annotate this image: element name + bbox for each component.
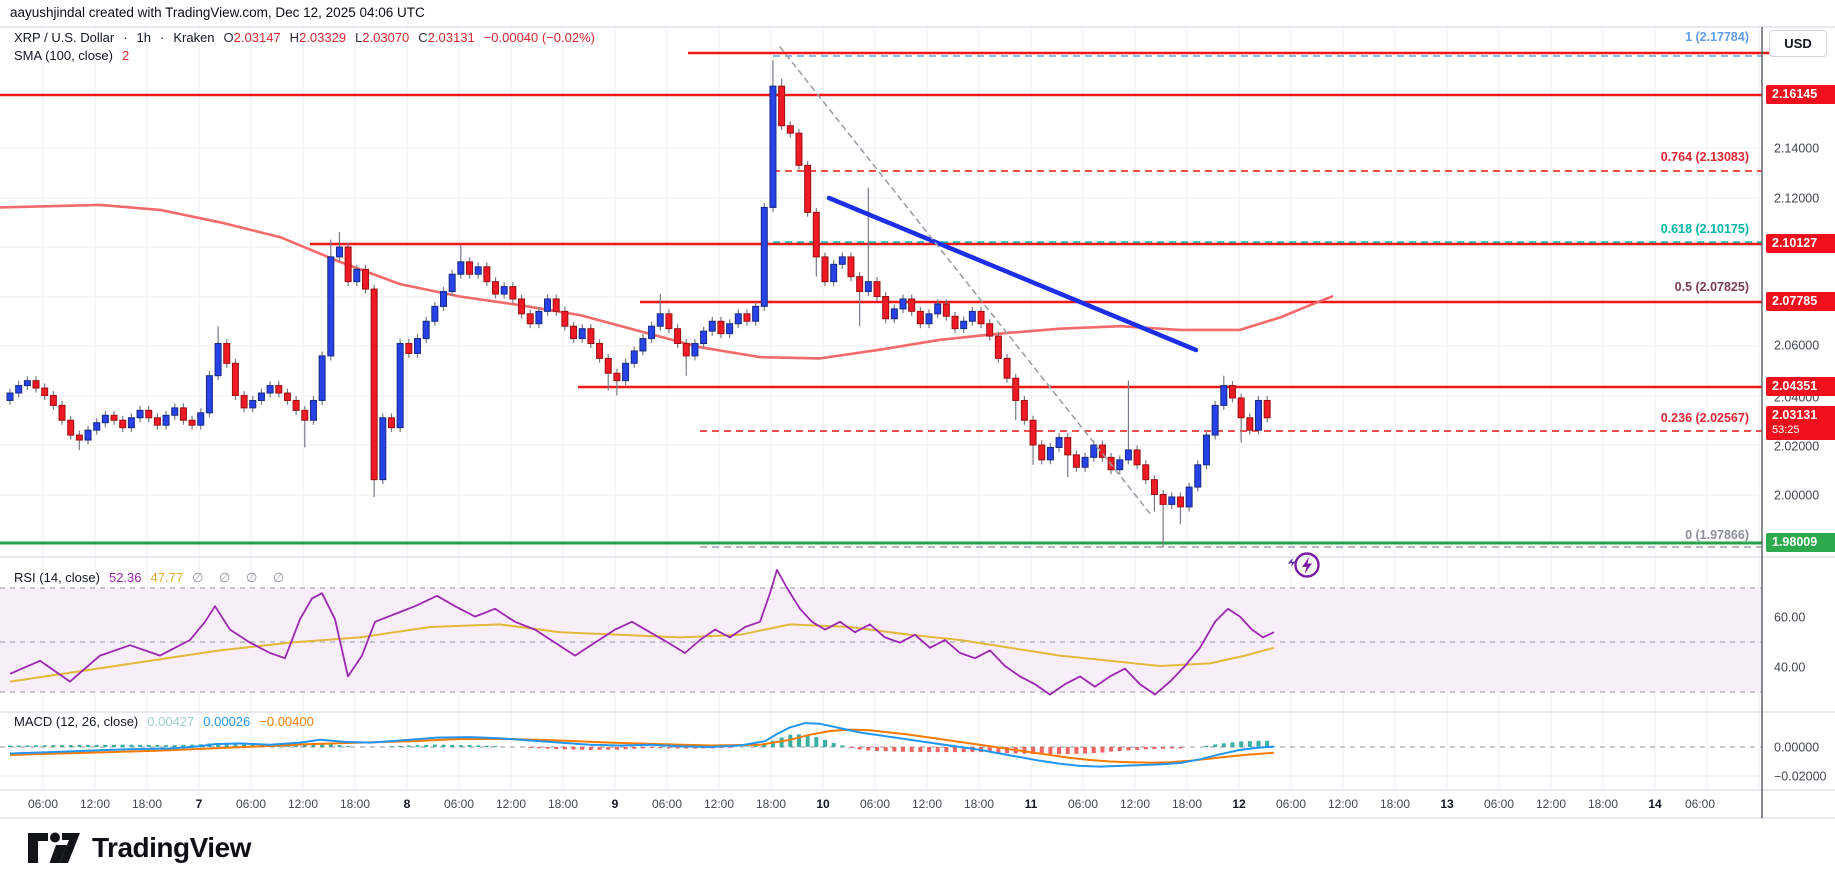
price-badge-2-04351: 2.04351 <box>1766 377 1835 396</box>
tradingview-logo: TradingView <box>26 831 251 865</box>
fib-label-0236[interactable]: 0.236 (2.02567) <box>1660 411 1749 425</box>
macd-signal-value: −0.00400 <box>259 714 314 729</box>
svg-text:−0.02000: −0.02000 <box>1774 770 1827 784</box>
sma-value: 2 <box>122 48 130 63</box>
rsi-empty-slots: ∅ ∅ ∅ ∅ <box>192 570 291 585</box>
price-badge-1-98009: 1.98009 <box>1766 533 1835 552</box>
svg-text:06:00: 06:00 <box>236 797 266 811</box>
svg-text:18:00: 18:00 <box>1588 797 1618 811</box>
symbol-title: XRP / U.S. Dollar <box>14 30 115 45</box>
svg-text:2.00000: 2.00000 <box>1774 489 1819 503</box>
svg-text:60.00: 60.00 <box>1774 611 1805 625</box>
interval-label: 1h <box>136 30 151 45</box>
exchange-separator: · <box>160 30 165 45</box>
rsi-legend-row[interactable]: RSI (14, close) 52.36 47.77 ∅ ∅ ∅ ∅ <box>14 570 290 586</box>
svg-text:06:00: 06:00 <box>444 797 474 811</box>
svg-text:18:00: 18:00 <box>756 797 786 811</box>
svg-text:18:00: 18:00 <box>340 797 370 811</box>
currency-button[interactable]: USD <box>1769 30 1827 57</box>
close-value: C2.03131 <box>418 30 475 45</box>
low-value: L2.03070 <box>355 30 410 45</box>
price-badge-2-16145: 2.16145 <box>1766 85 1835 104</box>
fib-label-0[interactable]: 0 (1.97866) <box>1685 528 1749 542</box>
price-badge-2-07785: 2.07785 <box>1766 292 1835 311</box>
svg-text:06:00: 06:00 <box>860 797 890 811</box>
svg-text:12:00: 12:00 <box>1120 797 1150 811</box>
macd-label: MACD (12, 26, close) <box>14 714 139 729</box>
price-badge-2-10127: 2.10127 <box>1766 234 1835 253</box>
horizontal-level-lines[interactable] <box>0 51 1790 548</box>
svg-text:2.02000: 2.02000 <box>1774 440 1819 454</box>
lightning-bolt-icon[interactable] <box>1278 548 1330 589</box>
svg-text:13: 13 <box>1440 797 1454 811</box>
svg-text:18:00: 18:00 <box>1380 797 1410 811</box>
candlestick-series <box>6 60 1271 548</box>
svg-text:11: 11 <box>1025 797 1038 811</box>
tradingview-logo-text: TradingView <box>92 832 251 863</box>
fib-label-0764[interactable]: 0.764 (2.13083) <box>1660 150 1749 164</box>
high-value: H2.03329 <box>289 30 347 45</box>
svg-text:12:00: 12:00 <box>80 797 110 811</box>
axis-labels[interactable]: 2.140002.120002.060002.040002.020002.000… <box>28 142 1827 812</box>
attribution-text: aayushjindal created with TradingView.co… <box>10 5 425 20</box>
rsi-label: RSI (14, close) <box>14 570 100 585</box>
rsi-ma-value: 47.77 <box>150 570 184 585</box>
svg-text:06:00: 06:00 <box>1685 797 1715 811</box>
svg-text:14: 14 <box>1648 797 1662 811</box>
tradingview-logo-icon <box>28 832 80 863</box>
bar-countdown: 53:25 <box>1772 424 1800 436</box>
symbol-legend-row[interactable]: XRP / U.S. Dollar · 1h · Kraken O2.03147… <box>14 30 595 45</box>
svg-text:06:00: 06:00 <box>1276 797 1306 811</box>
macd-line-value: 0.00026 <box>203 714 251 729</box>
svg-text:12:00: 12:00 <box>912 797 942 811</box>
rsi-value: 52.36 <box>108 570 142 585</box>
svg-text:18:00: 18:00 <box>1172 797 1202 811</box>
svg-text:8: 8 <box>404 797 411 811</box>
fib-label-0618[interactable]: 0.618 (2.10175) <box>1660 222 1749 236</box>
macd-legend-row[interactable]: MACD (12, 26, close) 0.00427 0.00026 −0.… <box>14 714 314 729</box>
sma-line <box>0 203 1334 360</box>
svg-text:10: 10 <box>816 797 830 811</box>
macd-hist-value: 0.00427 <box>147 714 195 729</box>
macd-series <box>8 722 1275 768</box>
rsi-band <box>0 587 1762 748</box>
sparkle-icon <box>1288 558 1296 567</box>
svg-text:2.14000: 2.14000 <box>1774 142 1819 156</box>
exchange-label: Kraken <box>173 30 215 45</box>
svg-text:2.12000: 2.12000 <box>1774 192 1819 206</box>
svg-text:18:00: 18:00 <box>548 797 578 811</box>
change-value: −0.00040 (−0.02%) <box>483 30 595 45</box>
pane-borders <box>0 26 1835 819</box>
rsi-series <box>9 568 1275 696</box>
interval-separator: · <box>123 30 128 45</box>
svg-text:40.00: 40.00 <box>1774 661 1805 675</box>
svg-text:06:00: 06:00 <box>1484 797 1514 811</box>
sma-legend-row[interactable]: SMA (100, close) 2 <box>14 48 129 63</box>
svg-text:0.00000: 0.00000 <box>1774 741 1819 755</box>
svg-text:18:00: 18:00 <box>132 797 162 811</box>
svg-text:7: 7 <box>196 797 203 811</box>
svg-text:12:00: 12:00 <box>1536 797 1566 811</box>
svg-text:2.06000: 2.06000 <box>1774 339 1819 353</box>
svg-text:18:00: 18:00 <box>964 797 994 811</box>
last-price-badge: 2.03131 53:25 <box>1766 406 1835 440</box>
trendline-drawings[interactable] <box>779 46 1199 517</box>
svg-text:12:00: 12:00 <box>496 797 526 811</box>
svg-text:06:00: 06:00 <box>1068 797 1098 811</box>
fib-label-1[interactable]: 1 (2.17784) <box>1685 30 1749 44</box>
svg-text:12:00: 12:00 <box>288 797 318 811</box>
open-value: O2.03147 <box>223 30 281 45</box>
fib-label-05[interactable]: 0.5 (2.07825) <box>1674 280 1749 294</box>
svg-text:9: 9 <box>612 797 619 811</box>
svg-text:12:00: 12:00 <box>1328 797 1358 811</box>
svg-text:12:00: 12:00 <box>704 797 734 811</box>
svg-text:06:00: 06:00 <box>28 797 58 811</box>
sma-label: SMA (100, close) <box>14 48 113 63</box>
svg-text:06:00: 06:00 <box>652 797 682 811</box>
svg-text:12: 12 <box>1232 797 1246 811</box>
